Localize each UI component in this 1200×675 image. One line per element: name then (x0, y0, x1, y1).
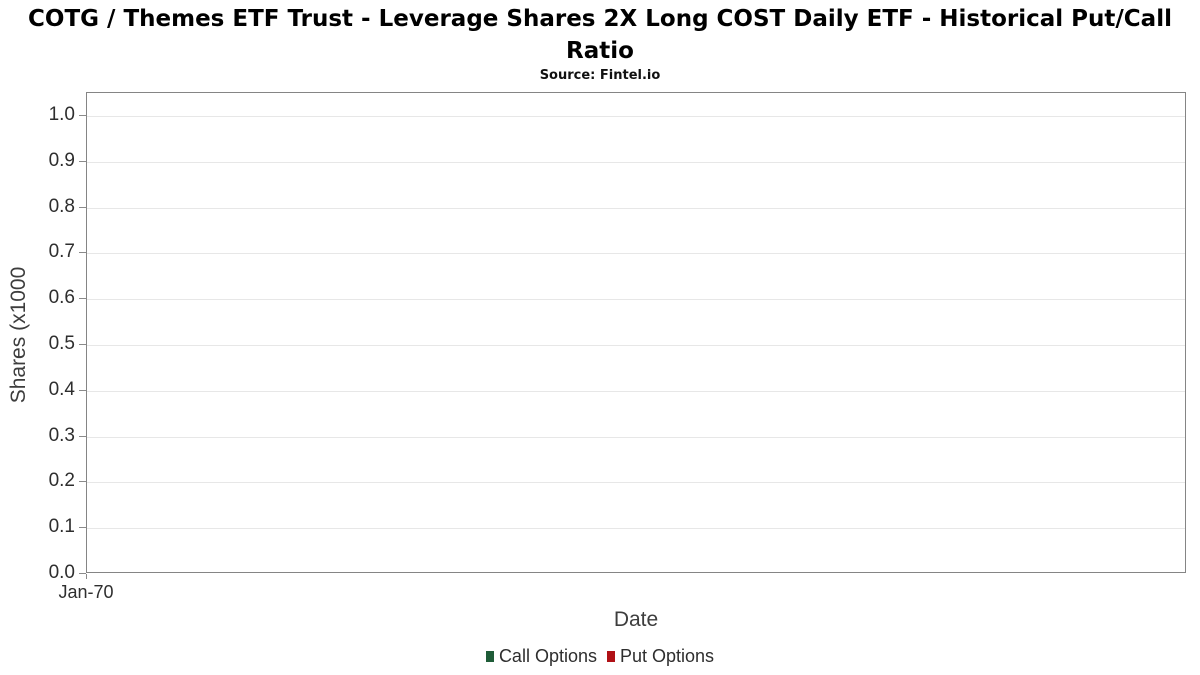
y-tick-mark (79, 573, 86, 574)
plot-area (86, 92, 1186, 573)
x-axis-title: Date (613, 608, 659, 631)
y-tick-label: 0.9 (48, 150, 75, 171)
y-tick-label: 0.4 (48, 379, 75, 400)
legend-item-call-options[interactable]: Call Options (485, 646, 597, 667)
gridline (87, 482, 1185, 483)
chart-subtitle: Source: Fintel.io (539, 68, 661, 83)
legend-label: Put Options (619, 646, 715, 666)
legend-swatch-icon (606, 651, 615, 662)
x-tick-label: Jan-70 (58, 582, 114, 602)
gridline (87, 437, 1185, 438)
x-tick-mark (86, 574, 87, 579)
gridline (87, 208, 1185, 209)
legend-swatch-icon (485, 651, 494, 662)
legend-label: Call Options (498, 646, 597, 666)
y-tick-mark (79, 344, 86, 345)
y-tick-mark (79, 390, 86, 391)
gridline (87, 391, 1185, 392)
y-tick-mark (79, 252, 86, 253)
y-tick-label: 0.0 (48, 562, 75, 583)
legend: Call Options Put Options (0, 646, 1200, 667)
gridline (87, 299, 1185, 300)
y-tick-mark (79, 207, 86, 208)
y-tick-mark (79, 527, 86, 528)
y-tick-mark (79, 436, 86, 437)
gridline (87, 345, 1185, 346)
y-tick-label: 0.6 (48, 287, 75, 308)
y-tick-label: 0.2 (48, 470, 75, 491)
gridline (87, 162, 1185, 163)
y-tick-mark (79, 298, 86, 299)
y-tick-label: 0.3 (48, 425, 75, 446)
legend-item-put-options[interactable]: Put Options (606, 646, 715, 667)
y-tick-label: 0.1 (48, 516, 75, 537)
y-tick-label: 1.0 (48, 104, 75, 125)
y-tick-label: 0.5 (48, 333, 75, 354)
y-tick-mark (79, 161, 86, 162)
y-axis-title: Shares (x1000 (7, 266, 30, 404)
y-tick-mark (79, 115, 86, 116)
chart-title: COTG / Themes ETF Trust - Leverage Share… (28, 6, 1172, 64)
y-tick-label: 0.7 (48, 241, 75, 262)
y-tick-mark (79, 481, 86, 482)
gridline (87, 528, 1185, 529)
gridline (87, 253, 1185, 254)
gridline (87, 116, 1185, 117)
y-tick-label: 0.8 (48, 196, 75, 217)
